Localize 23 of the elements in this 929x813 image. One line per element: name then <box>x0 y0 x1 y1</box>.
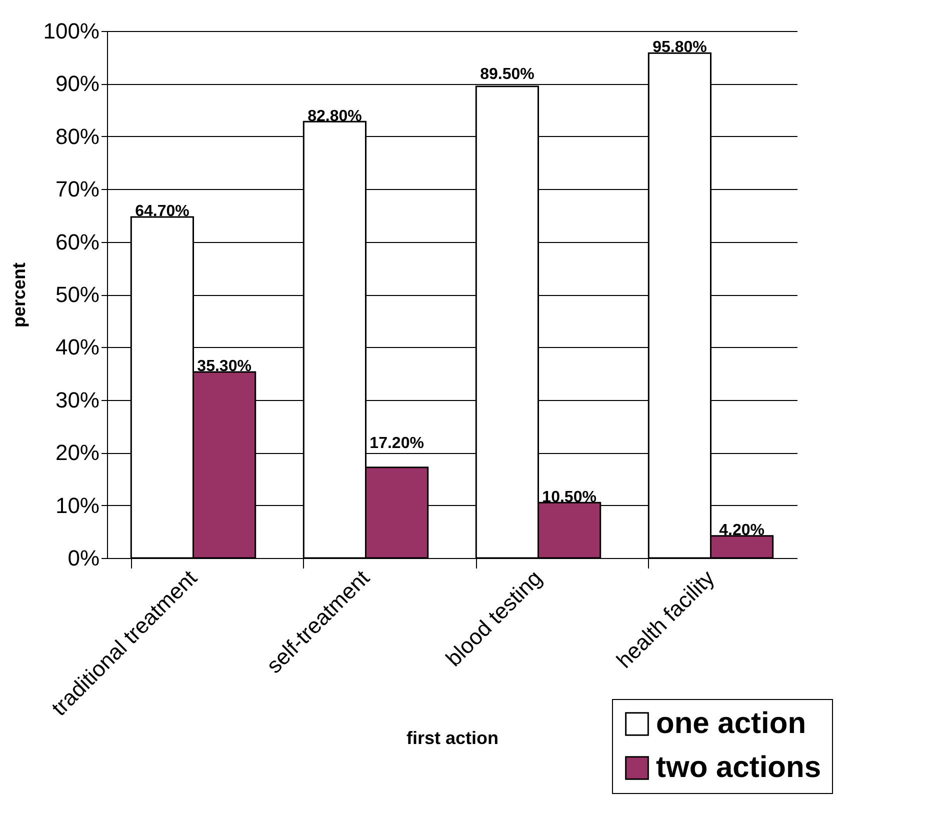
y-tick-label: 50% <box>55 282 100 307</box>
x-axis-title: first action <box>406 728 499 748</box>
data-label: 10.50% <box>542 488 596 506</box>
y-tick-label: 30% <box>55 387 100 412</box>
data-label: 35.30% <box>197 358 252 376</box>
y-axis-title: percent <box>9 262 30 328</box>
legend-label: two actions <box>656 751 822 784</box>
data-label: 17.20% <box>370 435 424 452</box>
y-tick-label: 10% <box>55 492 100 518</box>
y-tick-label: 80% <box>55 124 100 149</box>
y-tick-label: 90% <box>55 71 100 96</box>
data-label: 82.80% <box>308 108 362 125</box>
y-tick-label: 0% <box>68 546 100 570</box>
y-tick-label: 20% <box>55 440 100 466</box>
y-tick-label: 100% <box>43 18 100 44</box>
data-label: 64.70% <box>135 203 190 220</box>
y-tick-label: 40% <box>55 334 100 360</box>
y-tick-label: 60% <box>55 229 100 254</box>
data-label: 95.80% <box>652 39 707 56</box>
data-label: 4.20% <box>719 522 764 539</box>
data-label: 89.50% <box>480 66 534 84</box>
legend-label: one action <box>656 707 806 740</box>
y-tick-label: 70% <box>55 176 100 202</box>
